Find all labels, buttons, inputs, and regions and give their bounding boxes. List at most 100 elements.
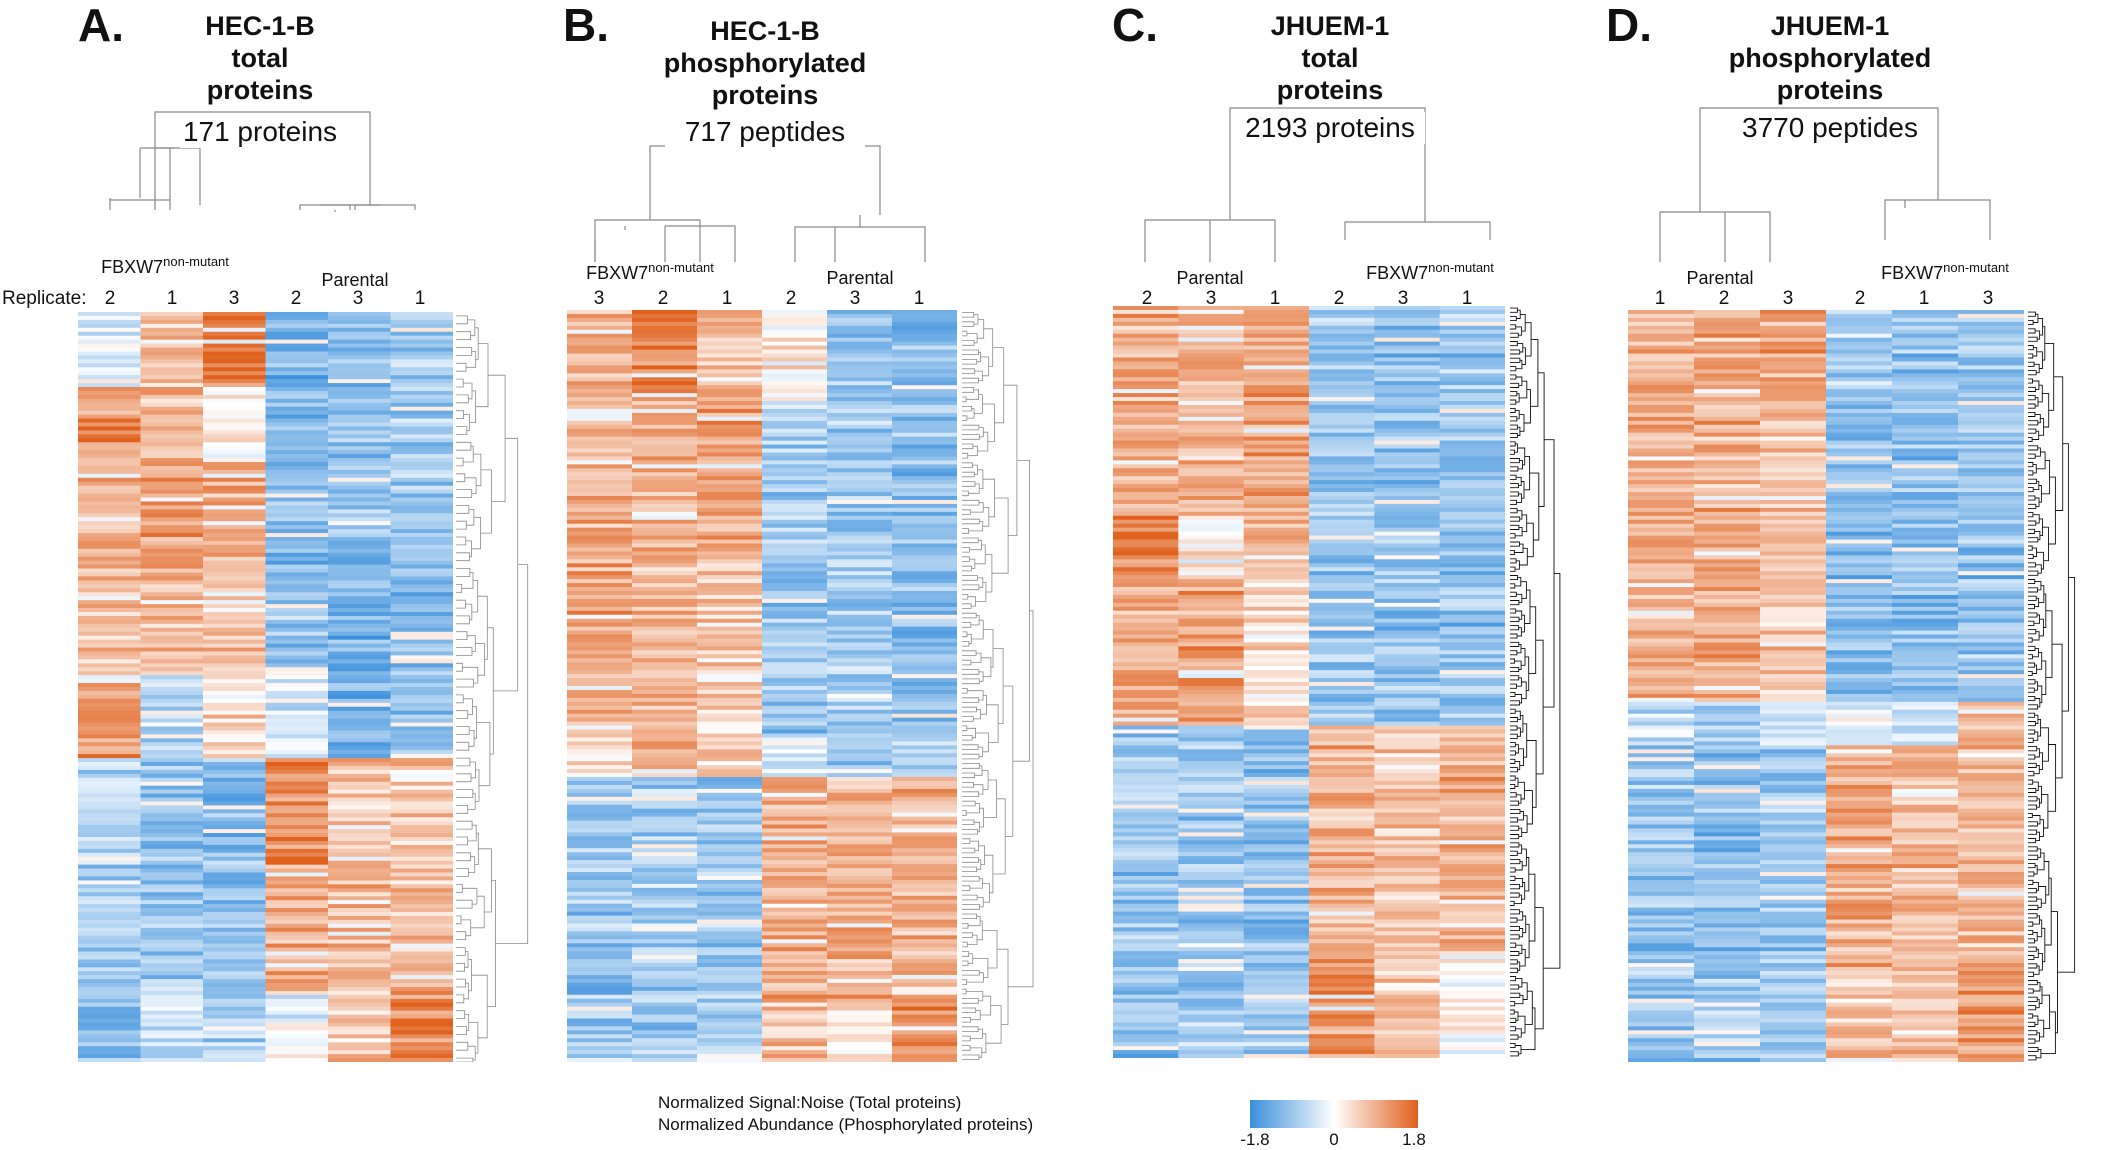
heatmap-cell [1439,970,1505,976]
heatmap-cell [390,450,453,455]
heatmap-cell [203,359,267,364]
heatmap-cell [1760,935,1827,940]
heatmap-cell [827,408,893,414]
heatmap-cell [78,568,142,574]
heatmap-cell [390,418,453,424]
heatmap-cell [892,1002,957,1008]
heatmap-cell [1826,729,1893,735]
heatmap-cell [265,892,329,897]
heatmap-cell [265,710,329,716]
heatmap-cell [1628,515,1695,521]
heatmap-cell [265,821,329,826]
heatmap-cell [762,856,828,861]
heatmap-cell [697,397,763,402]
heatmap-cell [1958,397,2024,402]
heatmap-cell [697,848,763,853]
heatmap-cell [1760,808,1827,814]
heatmap-cell [328,959,392,964]
heatmap-cell [1178,745,1245,750]
heatmap-cell [1892,317,1959,323]
heatmap-cell [1113,412,1179,418]
heatmap-cell [140,884,204,889]
heatmap-cell [892,899,957,905]
heatmap-cell [265,410,329,416]
heatmap-cell [78,872,142,878]
heatmap-cell [1439,1034,1505,1039]
heatmap-cell [78,497,142,503]
heatmap-cell [892,381,957,386]
heatmap-cell [78,915,142,921]
heatmap-cell [697,959,763,964]
heatmap-cell [1694,1006,1761,1012]
heatmap-cell [762,401,828,406]
heatmap-cell [1439,1050,1505,1055]
heatmap-cell [632,480,698,485]
heatmap-cell [1439,903,1505,909]
heatmap-cell [328,939,392,945]
heatmap-cell [203,746,267,751]
heatmap-cell [203,462,267,467]
heatmap-cell [1243,1014,1310,1020]
heatmap-cell [1113,804,1179,810]
heatmap-cell [328,659,392,664]
heatmap-cell [78,947,142,953]
heatmap-cell [1826,563,1893,568]
heatmap-cell [762,955,828,960]
heatmap-cell [1892,907,1959,913]
heatmap-cell [1958,919,2024,925]
heatmap-cell [1309,377,1375,382]
heatmap-cell [697,650,763,655]
heatmap-cell [1439,389,1505,394]
heatmap-cell [1439,539,1505,545]
heatmap-cell [1694,852,1761,857]
heatmap-cell [1892,515,1959,521]
heatmap-cell [1958,784,2024,790]
heatmap-cell [697,496,763,501]
heatmap-cell [1439,685,1505,691]
heatmap-cell [632,1002,698,1008]
heatmap-cell [1958,412,2024,418]
row-dendrogram-branches [2028,311,2076,1061]
heatmap-cell [1694,341,1761,347]
heatmap-cell [632,662,698,667]
heatmap-cell [140,702,204,708]
heatmap-cell [1374,424,1441,430]
heatmap-cell [697,963,763,968]
heatmap-cell [892,543,957,549]
heatmap-cell [762,472,828,477]
heatmap-cell [567,1026,633,1031]
heatmap-cell [1113,456,1179,461]
heatmap-cell [1958,729,2024,735]
heatmap-cell [567,872,633,877]
heatmap-cell [632,377,698,382]
heatmap-cell [1243,519,1310,525]
heatmap-cell [827,994,893,1000]
heatmap-cell [1309,551,1375,556]
heatmap-cell [1760,646,1827,651]
heatmap-cell [827,317,893,323]
heatmap-cell [1309,460,1375,465]
heatmap-cell [1309,650,1375,655]
group-name: Parental [1686,268,1754,288]
heatmap-cell [1439,349,1505,355]
heatmap-cell [390,829,453,834]
heatmap-cell [265,355,329,360]
heatmap-cell [1309,990,1375,996]
heatmap-cell [1694,1050,1761,1055]
heatmap-cell [78,1010,142,1016]
heatmap-cell [567,436,633,442]
heatmap-cell [140,422,204,428]
heatmap-cell [1439,852,1505,857]
heatmap-cell [140,742,204,747]
heatmap-cell [140,667,204,672]
heatmap-cell [1374,871,1441,877]
heatmap-cell [632,567,698,572]
heatmap-cell [1958,472,2024,477]
heatmap-cell [328,473,392,479]
heatmap-cell [892,682,957,687]
heatmap-cell [1760,907,1827,913]
heatmap-cell [1760,998,1827,1004]
heatmap-cell [78,702,142,708]
heatmap-cell [140,414,204,420]
heatmap-cell [265,840,329,846]
